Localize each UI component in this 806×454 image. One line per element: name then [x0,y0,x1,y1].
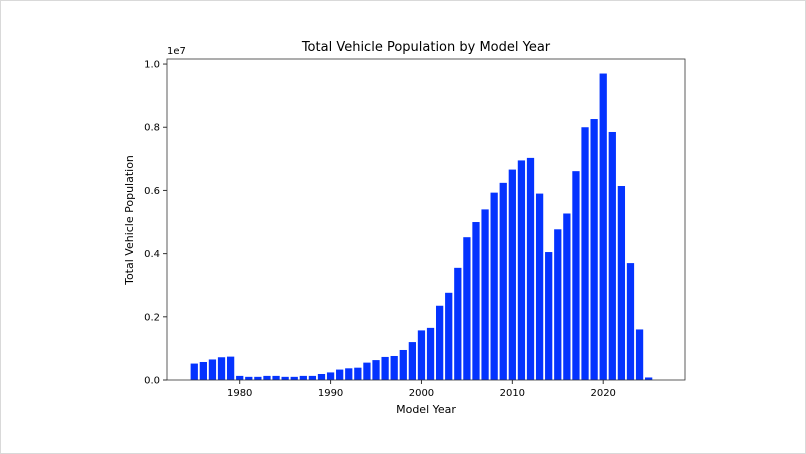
bar-2009 [499,182,507,380]
y-tick-label: 0.4 [144,249,160,260]
y-axis-label: Total Vehicle Population [123,155,136,286]
bar-1977 [208,359,217,380]
x-tick-label: 2000 [409,388,434,399]
bar-2017 [572,171,580,380]
y-offset-label: 1e7 [167,46,186,57]
plot-frame [166,58,686,381]
bar-1991 [336,369,344,380]
bar-1976 [199,361,207,380]
bar-1987 [299,375,307,380]
y-tick-label: 0.8 [144,123,160,134]
bar-2005 [463,237,471,380]
bar-2011 [517,160,526,380]
bar-2025 [645,377,653,380]
bar-2023 [626,263,635,380]
bar-1997 [390,355,398,380]
bar-2016 [563,213,571,380]
bar-2010 [508,169,516,380]
bar-2001 [426,327,435,380]
bar-2003 [445,292,453,380]
y-tick-label: 0.0 [144,376,160,387]
bar-2024 [635,329,644,380]
bar-2000 [417,330,426,380]
bar-1978 [217,357,226,380]
bar-1995 [372,360,380,380]
bar-1980 [236,375,244,380]
x-axis-label: Model Year [396,403,456,416]
bar-2019 [590,119,598,380]
chart-title: Total Vehicle Population by Model Year [301,40,551,55]
bar-1986 [290,376,298,380]
bar-1989 [317,373,326,380]
bar-1999 [408,342,417,380]
bar-2022 [617,186,626,380]
y-tick-label: 0.2 [144,312,160,323]
bar-1981 [245,376,253,380]
bar-2012 [526,157,535,380]
bar-1998 [399,349,407,380]
bar-1985 [281,376,289,380]
bar-2007 [481,209,489,380]
bar-2014 [545,252,553,380]
bar-2018 [581,127,589,380]
bar-2006 [472,222,480,380]
x-tick-label: 1990 [318,388,343,399]
bar-2002 [435,305,444,380]
bar-1992 [345,368,353,380]
bar-1984 [272,375,280,380]
x-tick-label: 1980 [227,388,252,399]
bar-1996 [381,356,389,380]
bar-1975 [190,363,198,380]
bar-1990 [326,372,335,380]
bar-1982 [254,376,262,380]
bar-2004 [454,267,462,380]
bar-2020 [599,73,607,381]
bar-1979 [226,356,235,380]
y-tick-label: 0.6 [144,186,160,197]
bar-1994 [363,362,371,380]
bar-1983 [263,375,271,380]
bar-1993 [354,367,362,380]
x-tick-label: 2010 [500,388,525,399]
x-tick-label: 2020 [590,388,615,399]
bar-2021 [608,131,616,380]
y-tick-label: 1.0 [144,60,160,71]
bar-1988 [308,375,317,380]
bar-2008 [490,192,498,380]
bar-2015 [554,229,562,380]
bar-2013 [535,193,544,380]
